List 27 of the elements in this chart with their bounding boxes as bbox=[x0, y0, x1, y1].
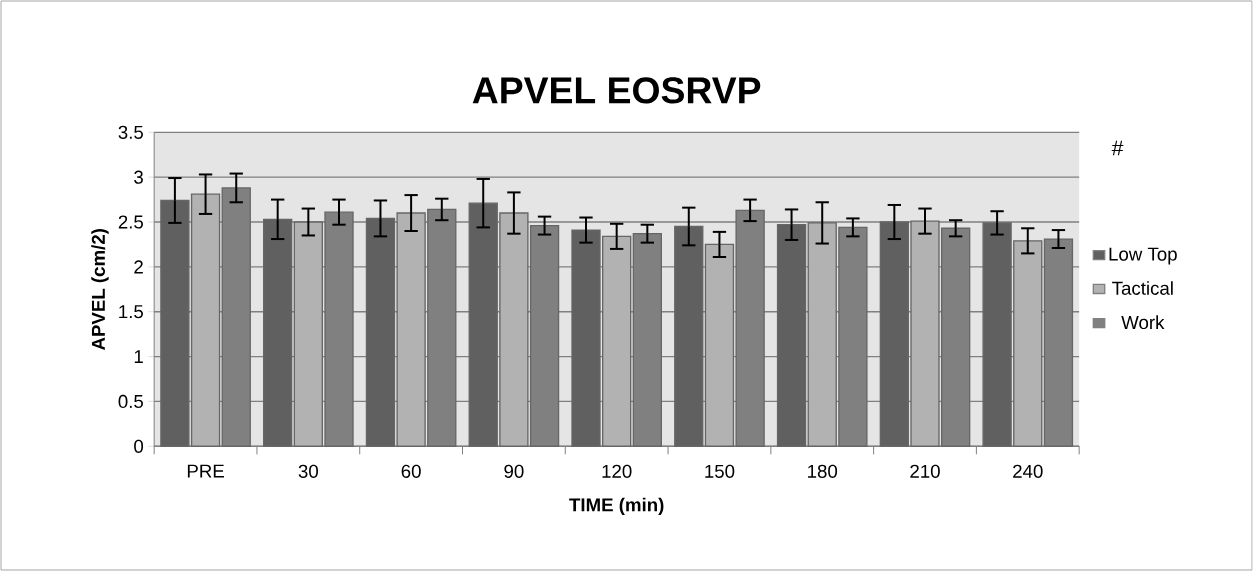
y-tick-label: 2 bbox=[134, 260, 143, 274]
y-tick-label: 3 bbox=[134, 170, 143, 184]
chart-title: APVEL EOSRVP bbox=[472, 77, 761, 104]
x-tick-label: 60 bbox=[401, 464, 421, 478]
x-tick-label: 240 bbox=[1013, 464, 1043, 478]
bar bbox=[776, 224, 807, 447]
legend-label: Tactical bbox=[1112, 281, 1173, 295]
y-tick-label: 1.5 bbox=[119, 305, 143, 319]
y-tick-label: 2.5 bbox=[118, 215, 143, 229]
bar bbox=[263, 218, 293, 447]
x-tick-label: PRE bbox=[187, 464, 224, 478]
bar bbox=[674, 225, 704, 447]
x-tick-label: 120 bbox=[602, 464, 632, 478]
x-tick-label: 30 bbox=[298, 464, 318, 478]
y-tick-label: 0.5 bbox=[118, 394, 143, 409]
legend-label: Work bbox=[1121, 315, 1165, 330]
x-tick-label: 150 bbox=[705, 464, 735, 478]
text: # bbox=[1111, 140, 1124, 156]
x-tick-label: 180 bbox=[808, 464, 838, 478]
y-axis-title: APVEL (cm/2) bbox=[91, 229, 109, 351]
x-tick-label: 210 bbox=[910, 464, 940, 478]
y-tick-label: 0 bbox=[134, 439, 144, 453]
y-tick-label: 1 bbox=[134, 350, 143, 363]
legend-label: Low Top bbox=[1109, 247, 1177, 265]
x-axis-title: TIME (min) bbox=[569, 497, 664, 516]
x-tick-label: 90 bbox=[504, 464, 524, 478]
y-tick-label: 3.5 bbox=[118, 125, 143, 139]
